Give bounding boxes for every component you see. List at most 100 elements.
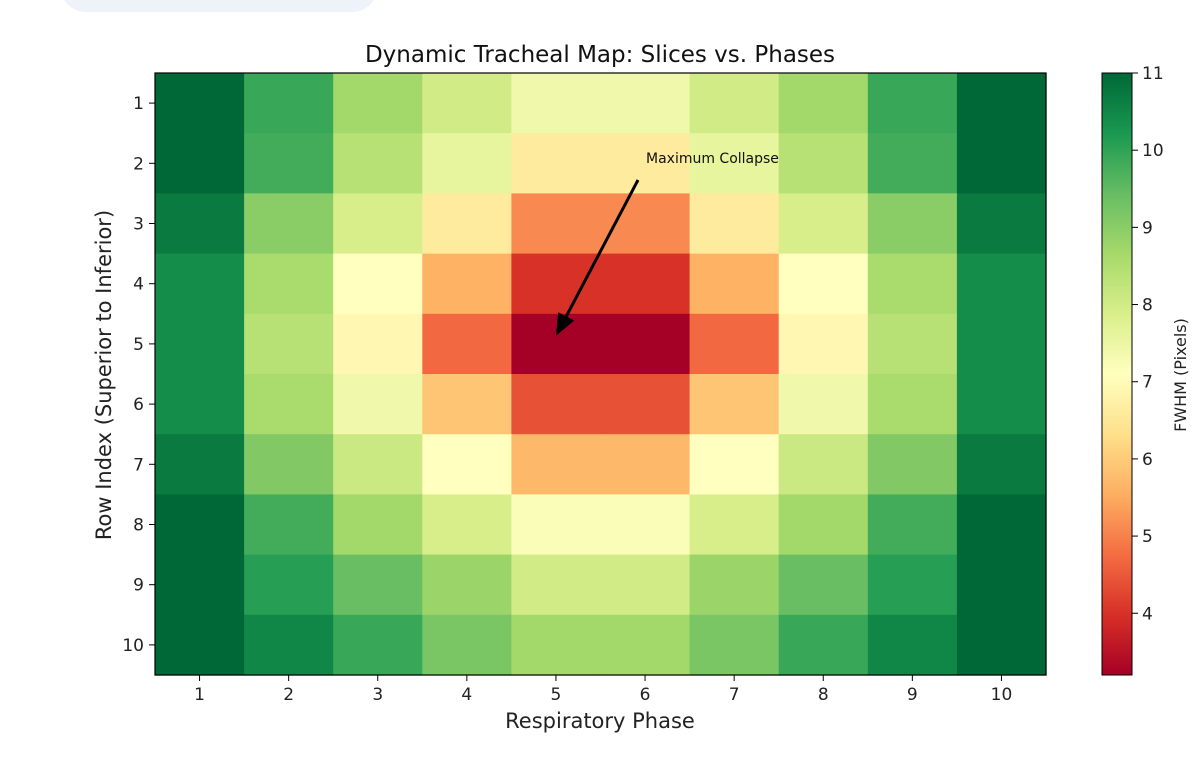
heatmap-cell bbox=[867, 554, 958, 616]
heatmap-cell bbox=[244, 554, 334, 616]
x-tick-label: 9 bbox=[907, 685, 918, 705]
heatmap-cell bbox=[511, 193, 602, 255]
heatmap-cell bbox=[689, 193, 780, 255]
x-tick-label: 6 bbox=[640, 685, 651, 705]
heatmap-cell bbox=[422, 374, 512, 435]
x-tick-label: 8 bbox=[818, 685, 829, 705]
colorbar-tick-label: 6 bbox=[1142, 450, 1153, 470]
heatmap-cell bbox=[422, 253, 512, 315]
colorbar-tick-label: 8 bbox=[1142, 296, 1153, 316]
heatmap-cell bbox=[155, 73, 245, 134]
heatmap-cell bbox=[600, 73, 691, 134]
heatmap-cell bbox=[956, 73, 1047, 134]
colorbar-tick-label: 10 bbox=[1142, 141, 1164, 161]
heatmap-cell bbox=[244, 494, 334, 556]
heatmap-cell bbox=[956, 614, 1047, 676]
heatmap-cell bbox=[333, 313, 423, 375]
annotation-label: Maximum Collapse bbox=[646, 151, 779, 167]
heatmap-cell bbox=[956, 374, 1047, 435]
annotation-arrow-shaft bbox=[564, 179, 640, 318]
heatmap-cell bbox=[155, 193, 245, 255]
heatmap-cell bbox=[956, 554, 1047, 616]
heatmap-cell bbox=[689, 614, 780, 676]
heatmap-cell bbox=[511, 614, 602, 676]
chart-title: Dynamic Tracheal Map: Slices vs. Phases bbox=[365, 42, 835, 68]
heatmap-cell bbox=[244, 614, 334, 676]
heatmap-cell bbox=[956, 494, 1047, 556]
annotation-arrow-head bbox=[555, 312, 575, 336]
y-tick-label: 9 bbox=[133, 576, 144, 596]
heatmap-cell bbox=[422, 133, 512, 194]
colorbar bbox=[1101, 72, 1133, 676]
heatmap-cell bbox=[867, 313, 958, 375]
colorbar-ticks: 4 5 6 7 8 9 10 11 bbox=[1132, 64, 1164, 624]
heatmap-cell bbox=[244, 253, 334, 315]
heatmap-cell bbox=[244, 133, 334, 194]
heatmap-cell bbox=[956, 313, 1047, 375]
heatmap-cell bbox=[778, 614, 869, 676]
heatmap-cell bbox=[155, 133, 245, 194]
heatmap-cell bbox=[422, 193, 512, 255]
x-axis-title: Respiratory Phase bbox=[505, 709, 695, 733]
heatmap-cell bbox=[422, 614, 512, 676]
heatmap-cell bbox=[778, 313, 869, 375]
heatmap-cell bbox=[778, 133, 869, 194]
heatmap-cell bbox=[689, 554, 780, 616]
heatmap-cell bbox=[689, 73, 780, 134]
heatmap-cell bbox=[600, 554, 691, 616]
top-pill-decoration bbox=[60, 0, 378, 12]
x-tick-label: 3 bbox=[372, 685, 383, 705]
heatmap-cell bbox=[422, 313, 512, 375]
heatmap-cell bbox=[956, 253, 1047, 315]
heatmap-cell bbox=[956, 193, 1047, 255]
heatmap-cell bbox=[244, 313, 334, 375]
heatmap-cell bbox=[600, 434, 691, 495]
heatmap-cell bbox=[511, 494, 602, 556]
heatmap-cell bbox=[867, 374, 958, 435]
heatmap-cell bbox=[511, 554, 602, 616]
x-axis-ticks: 1 2 3 4 5 6 7 8 9 10 bbox=[194, 675, 1012, 705]
heatmap-cell bbox=[867, 434, 958, 495]
heatmap-cell bbox=[244, 193, 334, 255]
y-tick-label: 7 bbox=[133, 455, 144, 475]
x-tick-label: 1 bbox=[194, 685, 205, 705]
y-tick-label: 2 bbox=[133, 154, 144, 174]
heatmap-cell bbox=[867, 133, 958, 194]
heatmap-cell bbox=[155, 253, 245, 315]
y-tick-label: 4 bbox=[133, 275, 144, 295]
y-tick-label: 8 bbox=[133, 516, 144, 536]
heatmap-cell bbox=[689, 434, 780, 495]
heatmap-cell bbox=[600, 614, 691, 676]
heatmap-cell bbox=[333, 193, 423, 255]
heatmap-cell bbox=[333, 494, 423, 556]
heatmap-cell bbox=[867, 253, 958, 315]
heatmap-cell bbox=[867, 73, 958, 134]
y-tick-label: 10 bbox=[122, 636, 144, 656]
heatmap-cell bbox=[422, 494, 512, 556]
heatmap-cell bbox=[155, 374, 245, 435]
heatmap-cell bbox=[511, 374, 602, 435]
heatmap-cell bbox=[867, 193, 958, 255]
y-tick-label: 6 bbox=[133, 395, 144, 415]
heatmap-cell bbox=[600, 253, 691, 315]
plot-frame bbox=[154, 72, 1047, 676]
x-tick-label: 4 bbox=[461, 685, 472, 705]
heatmap-cell bbox=[511, 434, 602, 495]
heatmap-cell bbox=[689, 313, 780, 375]
heatmap-cell bbox=[778, 73, 869, 134]
heatmap-cell bbox=[422, 434, 512, 495]
heatmap-cell bbox=[600, 494, 691, 556]
heatmap-cell bbox=[333, 434, 423, 495]
y-tick-label: 1 bbox=[133, 94, 144, 114]
heatmap-cell bbox=[155, 554, 245, 616]
heatmap-cell bbox=[422, 73, 512, 134]
colorbar-tick-label: 11 bbox=[1142, 64, 1164, 84]
heatmap-cell bbox=[600, 313, 691, 375]
x-tick-label: 5 bbox=[551, 685, 562, 705]
heatmap-cell bbox=[778, 193, 869, 255]
heatmap-cell bbox=[689, 253, 780, 315]
colorbar-tick-label: 7 bbox=[1142, 373, 1153, 393]
heatmap-cell bbox=[155, 434, 245, 495]
heatmap-cell bbox=[778, 554, 869, 616]
heatmap-cell bbox=[600, 374, 691, 435]
